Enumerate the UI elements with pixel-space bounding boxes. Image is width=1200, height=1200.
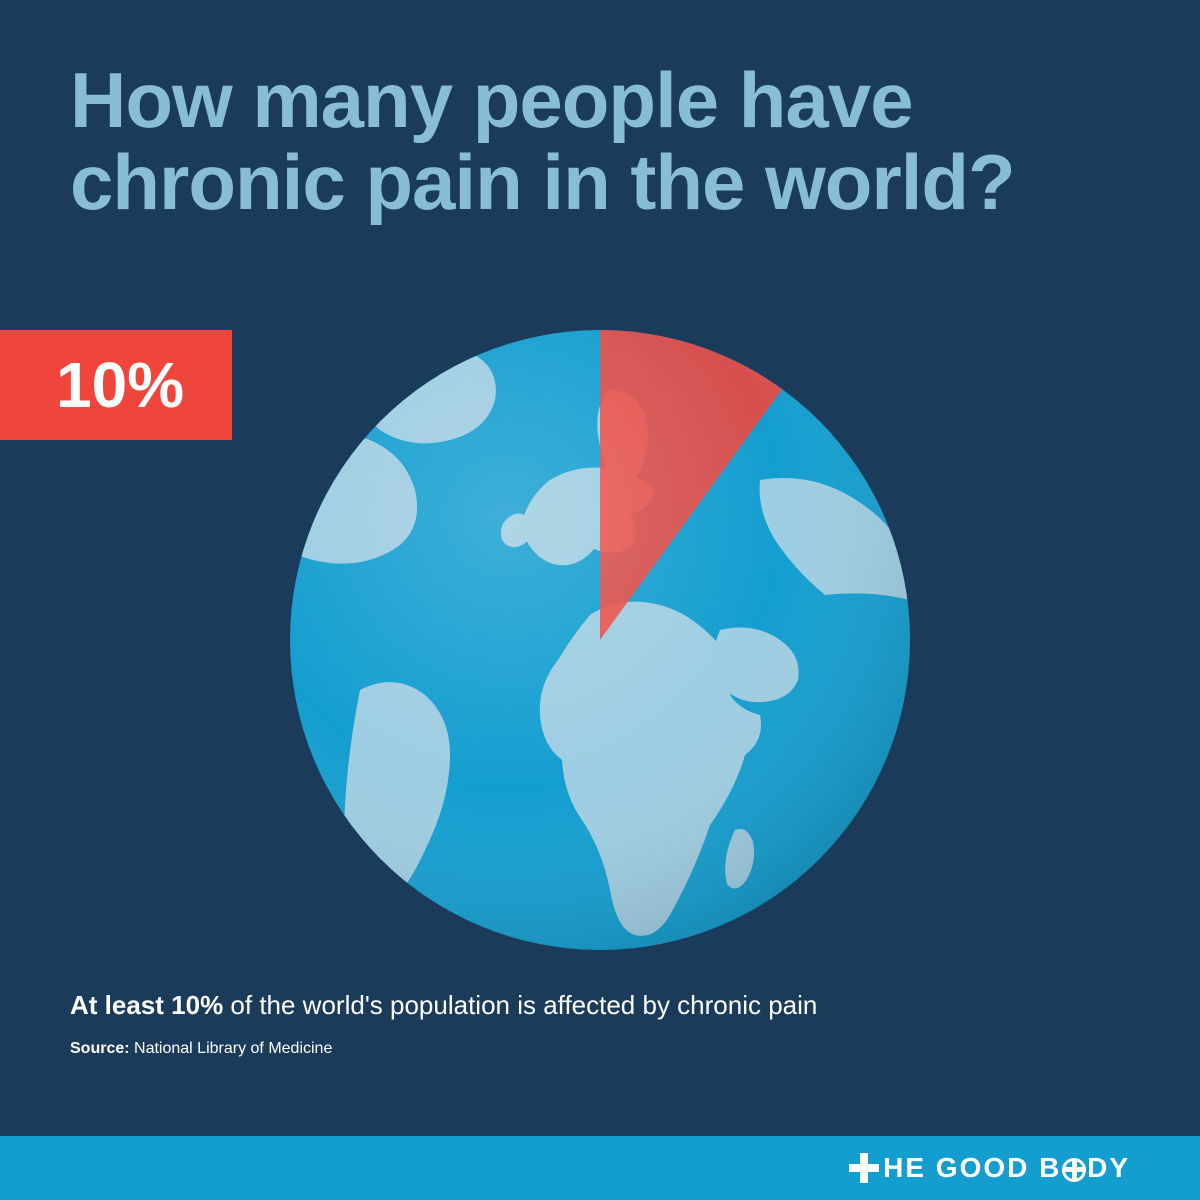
infographic-canvas: How many people have chronic pain in the…: [0, 0, 1200, 1200]
caption: At least 10% of the world's population i…: [70, 990, 1130, 1021]
plus-icon: [849, 1153, 879, 1183]
source-label: Source:: [70, 1040, 130, 1057]
headline: How many people have chronic pain in the…: [70, 60, 1130, 224]
footer-bar: HE GOOD B DY: [0, 1136, 1200, 1200]
globe-svg: [290, 330, 910, 950]
globe-shading: [290, 330, 910, 950]
caption-strong: At least 10%: [70, 990, 223, 1020]
caption-rest: of the world's population is affected by…: [223, 990, 817, 1020]
brand-seg-2: DY: [1087, 1152, 1130, 1184]
brand-logo: HE GOOD B DY: [849, 1152, 1130, 1184]
source-value: National Library of Medicine: [130, 1040, 333, 1057]
medical-o-icon: [1062, 1158, 1086, 1182]
globe-pie: [290, 330, 910, 950]
stat-badge: 10%: [0, 330, 232, 440]
brand-seg-1: HE GOOD B: [883, 1152, 1061, 1184]
source-line: Source: National Library of Medicine: [70, 1040, 332, 1058]
